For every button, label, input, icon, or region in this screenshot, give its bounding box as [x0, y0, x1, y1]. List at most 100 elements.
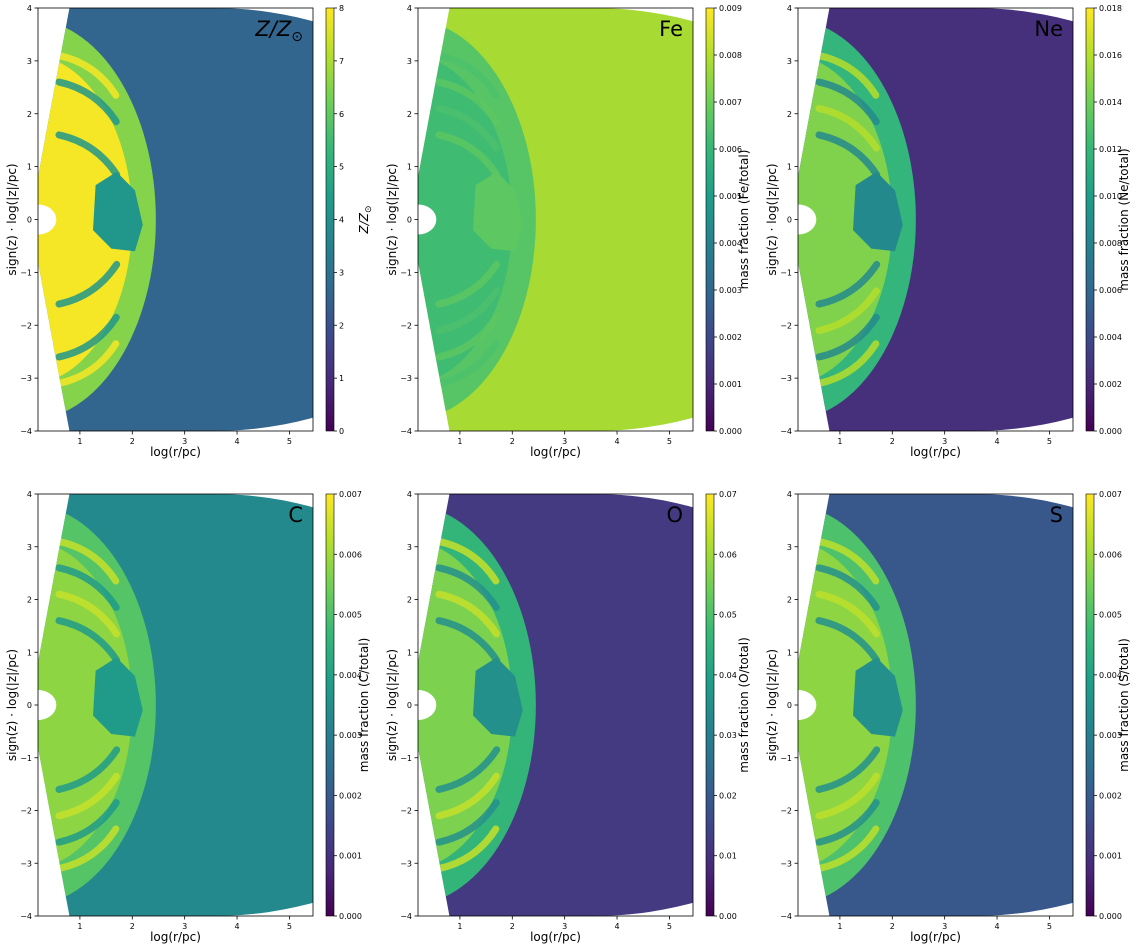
filament-arc: [55, 772, 120, 820]
y-tick-label: 1: [787, 163, 792, 172]
colorbar-label: mass fraction (C/total): [357, 638, 371, 773]
colorbar-tick-label: 0.009: [719, 4, 742, 13]
panel-5: 1 2 3 4 5 −4 −3 −2 −1 0 1 2 3 4 log(r/pc) sign(z) · log…: [385, 490, 751, 944]
x-tick-label: 5: [1047, 437, 1052, 446]
colorbar-gradient: [1085, 7, 1095, 432]
filament-arc: [435, 78, 500, 126]
x-axis-label: log(r/pc): [150, 930, 201, 944]
y-tick-label: 1: [787, 648, 792, 657]
y-tick-label: 4: [407, 490, 412, 499]
heatmap-field: [38, 494, 313, 916]
x-tick-label: 4: [235, 922, 240, 931]
panel-4: 1 2 3 4 5 −4 −3 −2 −1 0 1 2 3 4 log(r/pc) sign(z) · log…: [5, 490, 371, 944]
colorbar-gradient: [1085, 493, 1095, 917]
colorbar-tick-label: 0.05: [719, 611, 737, 620]
central-knot: [853, 657, 903, 737]
x-tick-label: 3: [562, 437, 567, 446]
filament-arc: [815, 799, 880, 846]
colorbar-tick-label: 0.005: [339, 611, 362, 620]
y-tick-label: −4: [780, 427, 792, 436]
filament-arc: [815, 313, 880, 361]
colorbar-tick-label: 0.002: [1099, 380, 1122, 389]
x-tick-label: 2: [130, 922, 135, 931]
filament-arc: [435, 104, 500, 152]
y-tick-label: 3: [787, 543, 792, 552]
region-inner: [798, 54, 893, 385]
x-tick-label: 1: [457, 437, 462, 446]
colorbar-tick-label: 0: [339, 427, 344, 436]
y-tick-label: 4: [787, 490, 792, 499]
colorbar: 0.00 0.01 0.02 0.03 0.04 0.05 0.06 0.07 mass fra…: [705, 490, 751, 921]
colorbar-tick-label: 0.002: [339, 791, 362, 800]
colorbar-tick-label: 0.012: [1099, 145, 1122, 154]
x-tick-label: 2: [890, 922, 895, 931]
colorbar-tick-label: 0.008: [1099, 239, 1122, 248]
filament-arc: [815, 131, 881, 179]
y-tick-label: −1: [20, 754, 32, 763]
x-axis-label: log(r/pc): [530, 930, 581, 944]
y-tick-label: −1: [400, 754, 412, 763]
colorbar-tick-label: 0.001: [1099, 852, 1122, 861]
filament-arc: [435, 564, 500, 611]
y-tick-label: −4: [400, 912, 412, 921]
colorbar-gradient: [325, 493, 335, 917]
filament-arc: [435, 52, 500, 99]
y-axis-label: sign(z) · log(|z|/pc): [5, 163, 19, 275]
colorbar-tick-label: 6: [339, 110, 344, 119]
colorbar-tick-label: 0.018: [1099, 4, 1122, 13]
colorbar-tick-label: 0.005: [1099, 611, 1122, 620]
y-axis-label: sign(z) · log(|z|/pc): [385, 649, 399, 761]
y-tick-label: −3: [20, 859, 32, 868]
y-tick-label: 1: [27, 648, 32, 657]
y-tick-label: 0: [407, 701, 412, 710]
panel-label: C: [288, 503, 303, 527]
colorbar-tick-label: 0.06: [719, 550, 737, 559]
x-tick-label: 1: [457, 922, 462, 931]
panel-label: Ne: [1034, 17, 1063, 41]
filament-arc: [55, 131, 121, 179]
x-tick-label: 4: [235, 437, 240, 446]
filament-arc: [815, 52, 880, 99]
colorbar-label: mass fraction (S/total): [1117, 638, 1131, 772]
colorbar-tick-label: 0.006: [339, 550, 362, 559]
y-tick-label: 0: [27, 701, 32, 710]
filament-arc: [815, 825, 880, 873]
filament-arc: [435, 131, 501, 179]
y-tick-label: 3: [407, 57, 412, 66]
filament-arc: [55, 746, 121, 793]
colorbar-tick-label: 0.006: [719, 145, 742, 154]
x-tick-label: 4: [995, 437, 1000, 446]
filament-arc: [815, 617, 881, 664]
y-tick-label: 0: [407, 216, 412, 225]
filament-arc: [55, 260, 121, 308]
filament-arc: [815, 287, 880, 335]
y-tick-label: −1: [400, 268, 412, 277]
y-tick-label: 2: [27, 110, 32, 119]
y-tick-label: −3: [400, 859, 412, 868]
y-tick-label: −2: [780, 807, 792, 816]
filament-arc: [435, 260, 501, 308]
filament-arc: [55, 799, 120, 846]
x-axis-label: log(r/pc): [150, 445, 201, 459]
y-tick-label: −4: [780, 912, 792, 921]
filament-arc: [815, 746, 881, 793]
colorbar-tick-label: 0.003: [719, 286, 742, 295]
colorbar-tick-label: 0.001: [339, 852, 362, 861]
heatmap-field: [418, 8, 693, 431]
y-tick-label: 3: [27, 57, 32, 66]
colorbar-tick-label: 0.004: [1099, 333, 1122, 342]
filament-arc: [815, 260, 881, 308]
y-tick-label: 0: [787, 701, 792, 710]
x-tick-label: 1: [77, 922, 82, 931]
y-axis-label: sign(z) · log(|z|/pc): [765, 649, 779, 761]
colorbar-tick-label: 0.07: [719, 490, 737, 499]
filament-arc: [435, 340, 500, 387]
filament-arc: [815, 340, 880, 387]
colorbar-gradient: [705, 7, 715, 432]
x-tick-label: 3: [562, 922, 567, 931]
colorbar-tick-label: 7: [339, 57, 344, 66]
colorbar-tick-label: 0.001: [719, 380, 742, 389]
colorbar-tick-label: 0.002: [1099, 791, 1122, 800]
panel-3: 1 2 3 4 5 −4 −3 −2 −1 0 1 2 3 4 log(r/pc) sign(z) · log…: [765, 4, 1131, 459]
x-axis-label: log(r/pc): [910, 930, 961, 944]
